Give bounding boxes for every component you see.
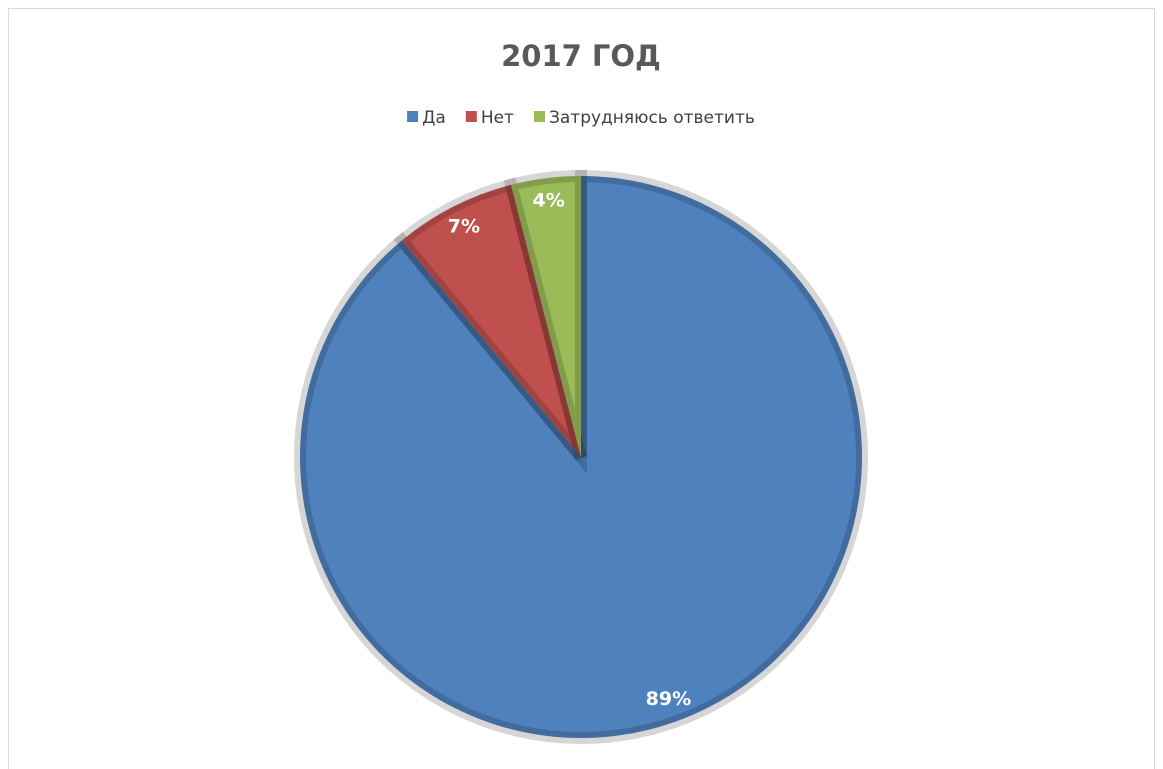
data-labels: 89% 7% 4% [448, 190, 691, 711]
legend-swatch [407, 111, 419, 122]
legend: Да Нет Затрудняюсь ответить [407, 108, 755, 128]
data-label: 4% [533, 190, 565, 212]
legend-label: Затрудняюсь ответить [549, 108, 755, 128]
legend-swatch [465, 111, 477, 122]
pie-slice [294, 169, 868, 744]
legend-label: Нет [481, 108, 514, 128]
pie [294, 169, 868, 744]
legend-label: Да [422, 108, 446, 128]
pie-slice [393, 177, 587, 461]
data-label: 89% [646, 688, 691, 710]
legend-swatch [533, 111, 545, 122]
chart-title: 2017 ГОД [501, 39, 661, 73]
pie-slice [503, 169, 587, 459]
data-label: 7% [448, 216, 480, 238]
